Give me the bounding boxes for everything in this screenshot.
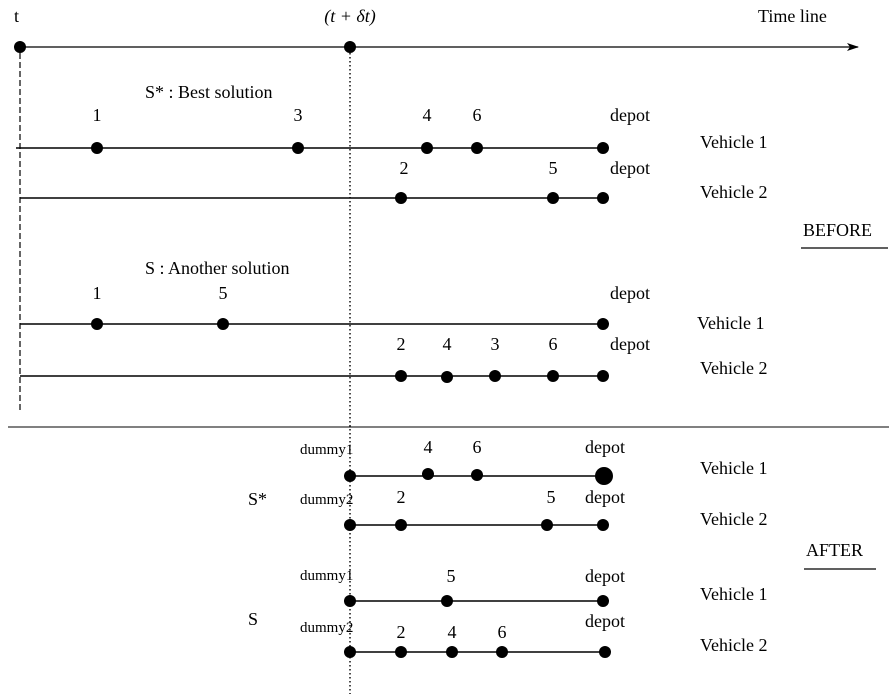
after-section: S* dummy1 4 6 depot Vehicle 1 dummy2 2 5… bbox=[248, 437, 876, 658]
depot-node bbox=[595, 467, 613, 485]
depot-node bbox=[597, 595, 609, 607]
stop-node bbox=[395, 192, 407, 204]
depot-node bbox=[599, 646, 611, 658]
stop-label: 3 bbox=[491, 334, 500, 354]
timeline: t (t + δt) Time line bbox=[14, 6, 859, 53]
stop-node bbox=[441, 371, 453, 383]
stop-node bbox=[422, 468, 434, 480]
stop-label: 6 bbox=[473, 105, 482, 125]
stop-label: 6 bbox=[498, 622, 507, 642]
after-s-vehicle-1-route: dummy1 5 depot Vehicle 1 bbox=[300, 566, 767, 607]
time-start-label: t bbox=[14, 6, 19, 26]
stop-node bbox=[441, 595, 453, 607]
stop-node bbox=[421, 142, 433, 154]
vehicle-label: Vehicle 1 bbox=[697, 313, 764, 333]
stop-node bbox=[217, 318, 229, 330]
depot-label: depot bbox=[610, 105, 650, 125]
stop-label: 4 bbox=[448, 622, 457, 642]
stop-label: 6 bbox=[549, 334, 558, 354]
stop-node bbox=[496, 646, 508, 658]
before-s-star-vehicle-2-route: 2 5 depot Vehicle 2 bbox=[20, 158, 767, 204]
stop-label: 5 bbox=[447, 566, 456, 586]
stop-label: 4 bbox=[423, 105, 432, 125]
time-axis-label: Time line bbox=[758, 6, 827, 26]
before-solution-2-title: S : Another solution bbox=[145, 258, 290, 278]
dummy-label: dummy2 bbox=[300, 492, 353, 508]
stop-label: 3 bbox=[294, 105, 303, 125]
after-s-star-vehicle-1-route: dummy1 4 6 depot Vehicle 1 bbox=[300, 437, 767, 485]
dummy-node bbox=[344, 595, 356, 607]
after-s-star-vehicle-2-route: dummy2 2 5 depot Vehicle 2 bbox=[300, 487, 767, 531]
dummy-label: dummy1 bbox=[300, 442, 353, 458]
before-s-vehicle-2-route: 2 4 3 6 depot Vehicle 2 bbox=[20, 334, 767, 383]
depot-node bbox=[597, 192, 609, 204]
depot-label: depot bbox=[585, 487, 625, 507]
stop-label: 4 bbox=[443, 334, 452, 354]
depot-label: depot bbox=[610, 158, 650, 178]
dummy-node bbox=[344, 519, 356, 531]
stop-node bbox=[489, 370, 501, 382]
depot-node bbox=[597, 318, 609, 330]
time-mid-label: (t + δt) bbox=[324, 6, 376, 27]
dummy-node bbox=[344, 470, 356, 482]
after-section-label: AFTER bbox=[806, 540, 863, 560]
stop-label: 2 bbox=[397, 334, 406, 354]
depot-label: depot bbox=[585, 566, 625, 586]
stop-node bbox=[547, 192, 559, 204]
dummy-label: dummy1 bbox=[300, 568, 353, 584]
stop-node bbox=[91, 318, 103, 330]
vehicle-label: Vehicle 2 bbox=[700, 182, 767, 202]
stop-label: 5 bbox=[547, 487, 556, 507]
vehicle-label: Vehicle 1 bbox=[700, 458, 767, 478]
stop-node bbox=[471, 142, 483, 154]
time-mid-point bbox=[344, 41, 356, 53]
before-section: S* : Best solution 1 3 4 6 depot Vehicle… bbox=[16, 82, 888, 383]
depot-label: depot bbox=[610, 283, 650, 303]
stop-label: 2 bbox=[397, 622, 406, 642]
dummy-label: dummy2 bbox=[300, 620, 353, 636]
after-s-vehicle-2-route: dummy2 2 4 6 depot Vehicle 2 bbox=[300, 611, 767, 658]
depot-node bbox=[597, 519, 609, 531]
stop-node bbox=[471, 469, 483, 481]
stop-node bbox=[292, 142, 304, 154]
depot-label: depot bbox=[585, 611, 625, 631]
stop-label: 1 bbox=[93, 283, 102, 303]
before-s-star-vehicle-1-route: 1 3 4 6 depot Vehicle 1 bbox=[16, 105, 767, 154]
vehicle-label: Vehicle 1 bbox=[700, 584, 767, 604]
after-solution-1-title: S* bbox=[248, 489, 267, 509]
stop-node bbox=[395, 646, 407, 658]
depot-label: depot bbox=[610, 334, 650, 354]
stop-label: 5 bbox=[549, 158, 558, 178]
stop-node bbox=[91, 142, 103, 154]
time-start-point bbox=[14, 41, 26, 53]
stop-node bbox=[547, 370, 559, 382]
vehicle-label: Vehicle 2 bbox=[700, 635, 767, 655]
stop-node bbox=[446, 646, 458, 658]
dummy-node bbox=[344, 646, 356, 658]
stop-label: 5 bbox=[219, 283, 228, 303]
stop-label: 4 bbox=[424, 437, 433, 457]
stop-label: 2 bbox=[397, 487, 406, 507]
vehicle-label: Vehicle 2 bbox=[700, 358, 767, 378]
vehicle-label: Vehicle 1 bbox=[700, 132, 767, 152]
after-solution-2-title: S bbox=[248, 609, 258, 629]
stop-node bbox=[395, 519, 407, 531]
depot-label: depot bbox=[585, 437, 625, 457]
before-solution-1-title: S* : Best solution bbox=[145, 82, 273, 102]
before-s-vehicle-1-route: 1 5 depot Vehicle 1 bbox=[20, 283, 764, 333]
vehicle-label: Vehicle 2 bbox=[700, 509, 767, 529]
stop-node bbox=[395, 370, 407, 382]
stop-label: 1 bbox=[93, 105, 102, 125]
stop-label: 2 bbox=[400, 158, 409, 178]
depot-node bbox=[597, 142, 609, 154]
stop-node bbox=[541, 519, 553, 531]
depot-node bbox=[597, 370, 609, 382]
before-section-label: BEFORE bbox=[803, 220, 872, 240]
stop-label: 6 bbox=[473, 437, 482, 457]
